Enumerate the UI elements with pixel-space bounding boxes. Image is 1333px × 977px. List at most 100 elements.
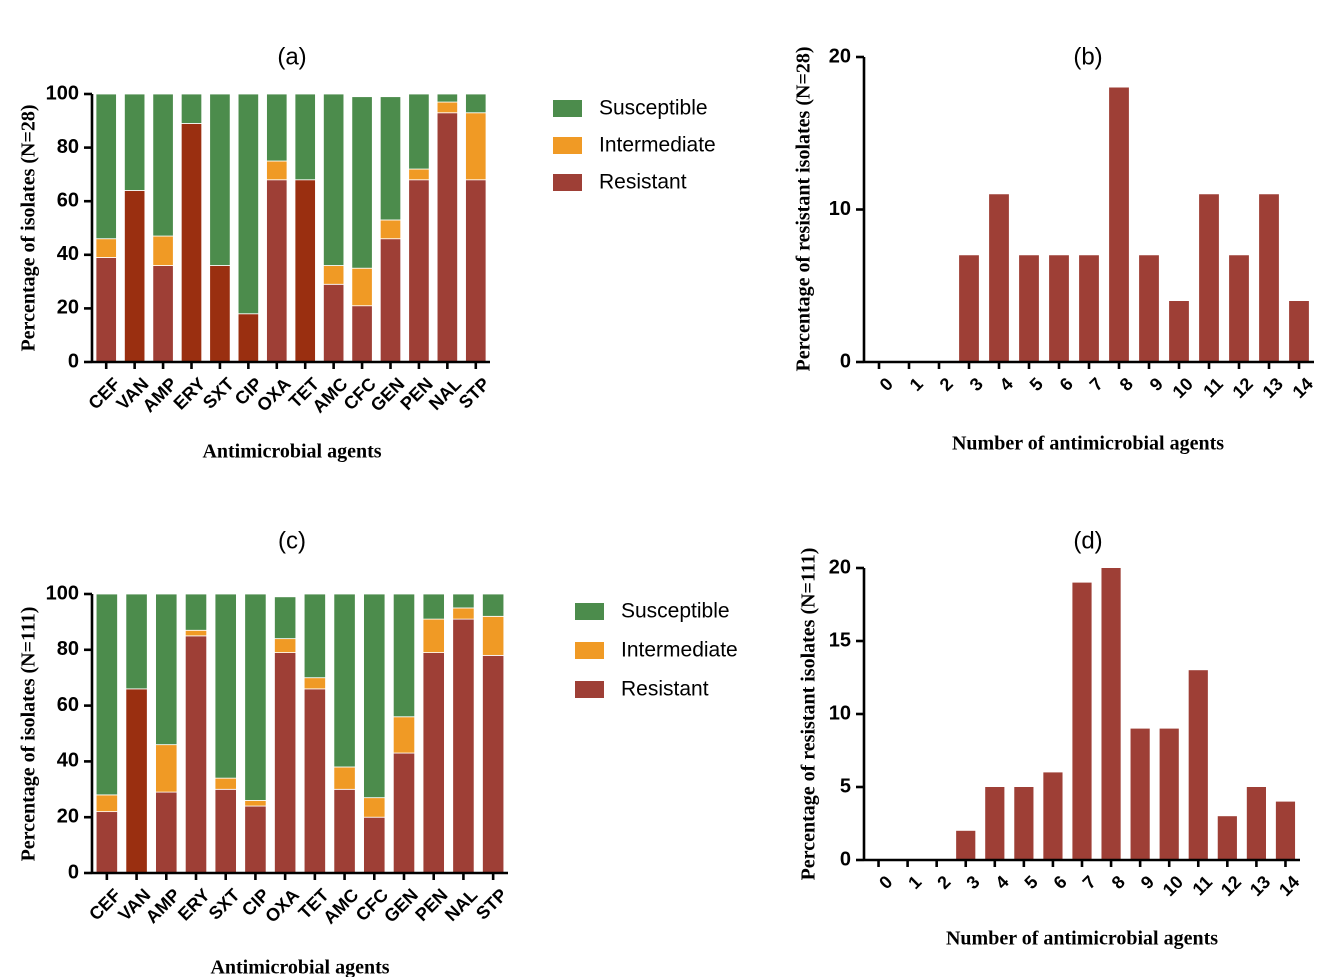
x-tick-label: STP <box>455 374 494 413</box>
y-tick-label: 100 <box>46 582 79 604</box>
bar-6 <box>1049 255 1069 362</box>
bar-intermediate-cef <box>95 238 117 258</box>
panel-label: (c) <box>278 527 306 554</box>
x-axis-title: Antimicrobial agents <box>210 957 389 977</box>
bar-resistant-pen <box>408 179 430 363</box>
bar-susceptible-nal <box>452 593 475 609</box>
chart-panel-c: (c)020406080100CEFVANAMPERYSXTCIPOXATETA… <box>18 527 738 977</box>
bar-susceptible-amp <box>152 93 174 237</box>
x-tick-label: 14 <box>1275 872 1303 900</box>
y-tick-label: 10 <box>829 702 851 724</box>
x-tick-label: 2 <box>936 374 957 395</box>
bar-12 <box>1217 816 1237 860</box>
x-tick-label: NAL <box>441 885 481 925</box>
bar-8 <box>1101 568 1121 860</box>
bar-intermediate-ery <box>184 629 208 637</box>
bar-resistant-amp <box>155 791 178 874</box>
x-tick-label: 14 <box>1289 374 1317 402</box>
y-tick-label: 40 <box>57 243 79 265</box>
y-tick-label: 20 <box>57 805 79 827</box>
bar-10 <box>1159 728 1179 860</box>
x-tick-label: 9 <box>1137 872 1158 893</box>
y-axis-title: Percentage of isolates (N=28) <box>18 104 40 351</box>
bar-susceptible-cef <box>95 93 117 240</box>
legend-swatch-intermediate <box>553 137 582 154</box>
y-tick-label: 20 <box>829 45 851 67</box>
x-tick-label: 13 <box>1246 872 1274 900</box>
y-tick-label: 80 <box>57 136 79 158</box>
bar-susceptible-stp <box>482 593 505 617</box>
bar-susceptible-nal <box>436 93 458 103</box>
bar-susceptible-amp <box>155 593 178 746</box>
y-tick-label: 20 <box>57 297 79 319</box>
bar-intermediate-amp <box>155 744 178 793</box>
x-tick-label: CEF <box>85 885 125 925</box>
bar-7 <box>1079 255 1099 362</box>
y-axis-title: Percentage of resistant isolates (N=28) <box>793 46 815 371</box>
legend: Susceptible Intermediate Resistant <box>575 600 738 701</box>
bar-intermediate-cfc <box>351 267 373 307</box>
legend-swatch-susceptible <box>553 100 582 117</box>
bar-susceptible-tet <box>294 93 316 181</box>
bar-4 <box>985 787 1005 860</box>
bar-susceptible-stp <box>465 93 487 114</box>
bar-susceptible-ery <box>180 93 203 124</box>
y-tick-label: 60 <box>57 694 79 716</box>
bar-resistant-oxa <box>274 652 297 874</box>
bar-resistant-pen <box>422 652 445 874</box>
bars <box>959 87 1309 362</box>
y-tick-label: 80 <box>57 638 79 660</box>
legend-label-intermediate: Intermediate <box>621 639 738 662</box>
bar-susceptible-oxa <box>266 93 288 162</box>
bar-resistant-tet <box>303 688 326 874</box>
legend-swatch-resistant <box>553 174 582 191</box>
bar-resistant-cfc <box>363 816 386 874</box>
x-tick-label: 4 <box>991 872 1012 893</box>
bar-intermediate-amc <box>323 265 345 285</box>
bar-susceptible-sxt <box>214 593 237 779</box>
bar-resistant-van <box>124 190 146 363</box>
bar-8 <box>1109 87 1129 362</box>
bar-susceptible-van <box>125 593 148 690</box>
bar-resistant-cef <box>95 257 117 363</box>
x-tick-label: 1 <box>906 374 927 395</box>
x-tick-label: PEN <box>411 885 451 925</box>
bar-resistant-ery <box>184 635 208 874</box>
bar-resistant-cfc <box>351 305 373 363</box>
bar-intermediate-oxa <box>274 638 297 653</box>
bar-4 <box>989 194 1009 362</box>
x-tick-label: 8 <box>1108 872 1129 893</box>
bar-susceptible-pen <box>408 93 430 170</box>
bar-11 <box>1199 194 1219 362</box>
bar-susceptible-pen <box>422 593 445 620</box>
bar-intermediate-amc <box>333 766 356 790</box>
bar-resistant-cef <box>95 811 118 874</box>
bar-susceptible-cip <box>237 93 259 315</box>
bar-resistant-ery <box>180 123 203 363</box>
legend-label-susceptible: Susceptible <box>599 97 708 120</box>
bar-6 <box>1043 772 1063 860</box>
bar-susceptible-cfc <box>363 593 386 799</box>
y-tick-label: 5 <box>840 775 851 797</box>
y-tick-label: 15 <box>829 629 851 651</box>
bar-susceptible-tet <box>303 593 326 679</box>
y-tick-label: 0 <box>68 861 79 883</box>
x-tick-label: ERY <box>174 885 214 925</box>
y-tick-label: 0 <box>840 350 851 372</box>
bar-intermediate-sxt <box>214 777 237 790</box>
bar-resistant-van <box>125 688 148 874</box>
bar-intermediate-cef <box>95 794 118 813</box>
x-tick-label: 13 <box>1259 374 1287 402</box>
x-tick-label: 11 <box>1199 374 1227 402</box>
bar-7 <box>1072 582 1092 860</box>
bar-intermediate-pen <box>422 618 445 653</box>
x-tick-label: 3 <box>966 374 987 395</box>
bar-9 <box>1139 255 1159 362</box>
y-axis-title: Percentage of resistant isolates (N=111) <box>798 548 820 881</box>
x-tick-label: 7 <box>1086 374 1107 395</box>
y-tick-label: 40 <box>57 750 79 772</box>
y-tick-label: 20 <box>829 556 851 578</box>
bar-intermediate-oxa <box>266 160 288 181</box>
